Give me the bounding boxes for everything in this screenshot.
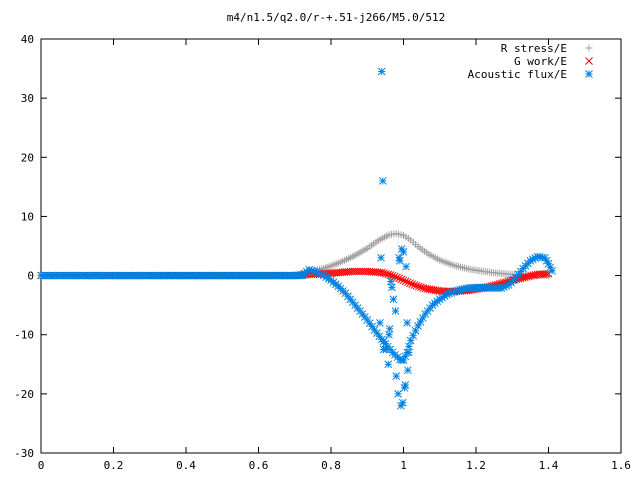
x-tick-label: 0.6 — [249, 459, 269, 472]
data-point — [410, 281, 419, 289]
x-tick-label: 0.2 — [104, 459, 124, 472]
x-tick-label: 1.2 — [466, 459, 486, 472]
data-point — [412, 281, 421, 290]
data-point — [393, 273, 401, 282]
data-point — [377, 268, 386, 277]
data-point — [386, 277, 395, 286]
series-layer — [37, 67, 556, 410]
data-point — [417, 283, 425, 292]
data-point — [405, 342, 413, 351]
y-tick-label: 10 — [21, 210, 34, 223]
y-tick-label: 20 — [21, 151, 34, 164]
data-point — [386, 271, 395, 279]
data-point — [402, 262, 410, 271]
data-point — [399, 248, 408, 256]
y-tick-label: 30 — [21, 92, 34, 105]
data-point — [542, 270, 551, 278]
data-point — [390, 272, 399, 281]
data-point — [376, 319, 384, 327]
data-point — [392, 372, 401, 380]
y-tick-label: -30 — [14, 447, 34, 460]
data-point — [398, 398, 407, 407]
data-point — [382, 269, 390, 278]
legend-label: Acoustic flux/E — [468, 68, 567, 81]
y-tick-label: -20 — [14, 388, 34, 401]
data-point — [414, 282, 423, 291]
data-point — [397, 275, 406, 284]
data-point — [403, 278, 412, 287]
x-tick-label: 0 — [38, 459, 45, 472]
x-tick-label: 0.4 — [176, 459, 196, 472]
data-point — [403, 319, 411, 327]
data-point — [401, 381, 410, 389]
data-point — [401, 277, 410, 286]
data-point — [405, 348, 413, 357]
data-point — [391, 307, 400, 315]
data-point — [406, 279, 414, 287]
axis-ticks: 0 0.2 0.4 0.6 0.8 1 1.2 1.4 1.6 -30 -20 -10 0 10 20 30 4… — [14, 33, 631, 472]
data-point — [388, 271, 397, 280]
data-point — [377, 253, 385, 262]
data-point — [384, 270, 393, 279]
x-tick-label: 0.8 — [321, 459, 341, 472]
data-point — [389, 295, 398, 304]
data-point — [377, 67, 386, 76]
data-point — [403, 366, 412, 375]
y-tick-label: 0 — [27, 270, 34, 283]
x-tick-label: 1.4 — [539, 459, 559, 472]
x-tick-label: 1.6 — [611, 459, 631, 472]
legend-marker — [585, 70, 593, 78]
legend-marker — [585, 44, 593, 52]
data-point — [408, 280, 417, 288]
data-point — [395, 274, 404, 283]
data-point — [399, 356, 408, 364]
data-point — [394, 390, 402, 398]
series-acoustic-flux-e — [37, 67, 556, 410]
data-point — [384, 360, 393, 369]
x-tick-label: 1 — [400, 459, 407, 472]
data-point — [396, 256, 404, 265]
legend-marker — [585, 57, 593, 65]
data-point — [380, 269, 388, 278]
data-point — [548, 266, 556, 275]
legend-label: R stress/E — [501, 42, 567, 55]
data-point — [382, 345, 390, 354]
y-tick-label: 40 — [21, 33, 34, 46]
y-tick-label: -10 — [14, 329, 34, 342]
data-point — [388, 283, 396, 292]
legend-label: G work/E — [514, 55, 567, 68]
data-point — [418, 314, 427, 322]
chart-title: m4/n1.5/q2.0/r-+.51-j266/M5.0/512 — [227, 11, 446, 24]
data-point — [378, 177, 387, 185]
data-point — [385, 324, 394, 333]
data-point — [399, 276, 408, 285]
